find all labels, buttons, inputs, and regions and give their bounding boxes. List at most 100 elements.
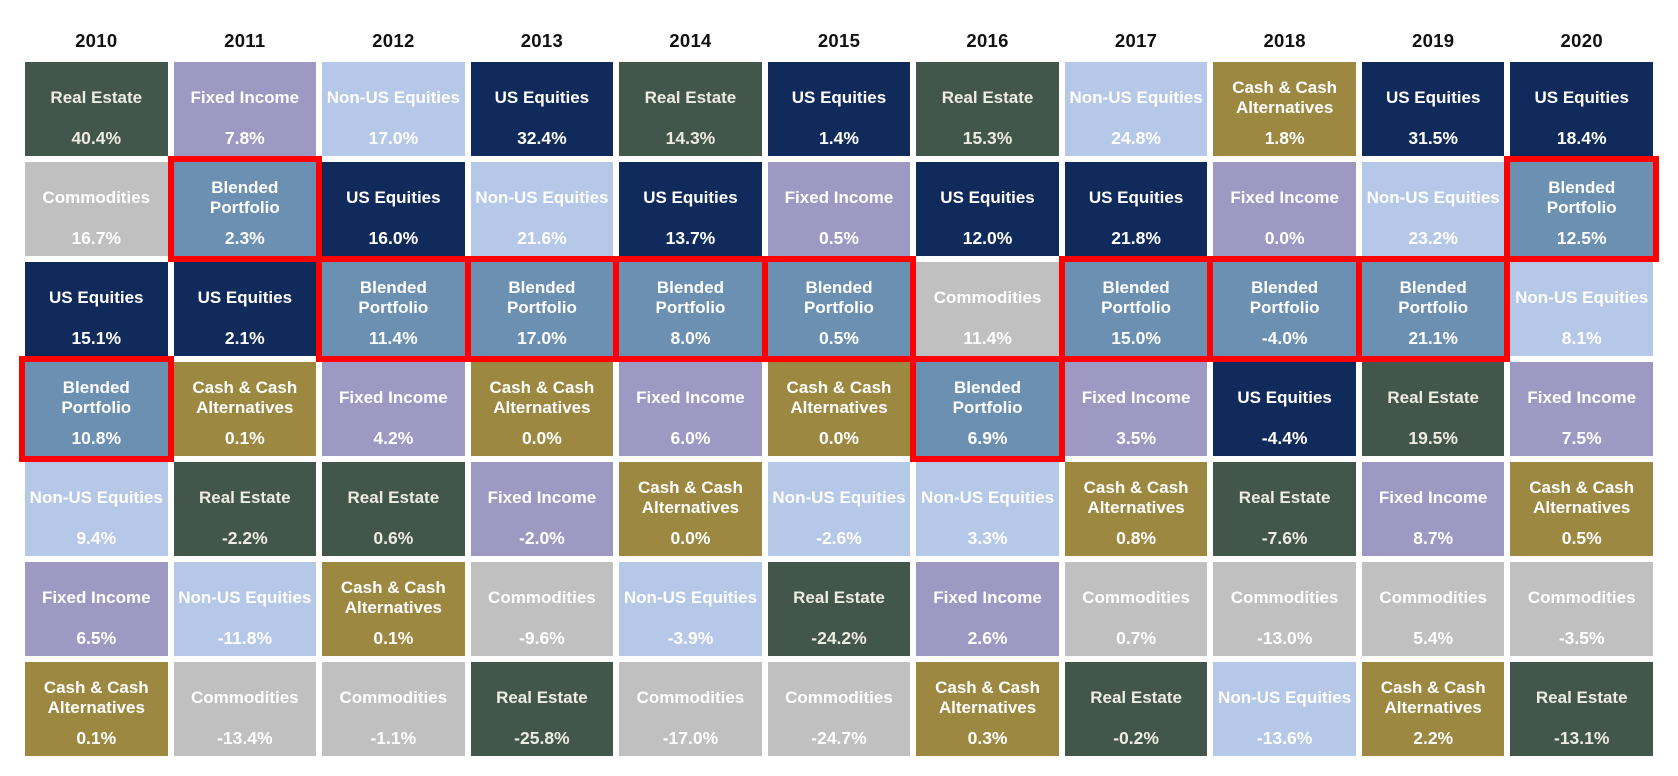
asset-return-value: 32.4% [517,127,567,148]
year-column: 2012 Non-US Equities 17.0% US Equities 16.0%… [322,26,465,756]
asset-return-value: 5.4% [1413,627,1454,648]
year-header: 2020 [1560,30,1603,51]
returns-quilt: 2010 Real Estate 40.4% Commodities 16.7% US E… [25,26,1653,756]
asset-name-label: Real Estate [793,588,885,608]
asset-return-value: 12.5% [1556,227,1607,248]
asset-name-label: Non-US Equities [623,588,758,608]
asset-return-value: 0.1% [76,727,117,748]
asset-return-value: -2.6% [816,527,862,548]
asset-return-value: 0.8% [1116,527,1157,548]
asset-cell: Real Estate -0.2% [1064,662,1208,756]
asset-cell: Commodities 16.7% [25,162,168,256]
asset-cell: US Equities 32.4% [470,62,614,156]
year-header: 2017 [1114,30,1158,51]
asset-cell: Real Estate -25.8% [470,662,614,756]
asset-return-value: -24.2% [811,627,867,648]
asset-return-value: -4.4% [1261,427,1308,448]
asset-name-label: US Equities [1088,188,1184,208]
asset-return-value: 19.5% [1408,427,1458,448]
asset-name-label: Blended Portfolio [358,278,429,318]
asset-return-value: 3.3% [967,527,1008,548]
asset-return-value: -3.9% [667,627,714,648]
asset-cell: US Equities -4.4% [1213,362,1356,456]
asset-name-label: Real Estate [198,488,291,508]
asset-cell: Non-US Equities 24.8% [1064,62,1208,156]
asset-cell: Cash & Cash Alternatives 0.0% [470,362,614,456]
asset-return-value: 18.4% [1556,127,1607,148]
asset-cell: Fixed Income 7.8% [173,62,317,156]
asset-cell: US Equities 15.1% [25,262,168,356]
asset-name-label: US Equities [643,188,738,208]
asset-return-value: 1.4% [819,127,859,148]
asset-return-value: 4.2% [373,427,414,448]
asset-return-value: 7.8% [224,127,265,148]
asset-name-label: Non-US Equities [29,488,163,508]
year-column: 2011 Fixed Income 7.8% Blended Portfolio 2.3… [173,26,317,756]
asset-return-value: 0.0% [670,527,711,548]
asset-name-label: US Equities [940,188,1035,208]
year-header: 2016 [966,30,1009,51]
asset-cell: Commodities 11.4% [916,262,1059,356]
asset-cell-highlighted: Blended Portfolio 2.3% [173,162,317,256]
asset-cell: Commodities -1.1% [322,662,465,756]
asset-cell: Fixed Income 6.0% [619,362,762,456]
asset-name-label: Fixed Income [933,588,1042,608]
asset-name-label: Commodities [1082,588,1190,608]
asset-name-label: Commodities [636,688,745,708]
asset-cell: Cash & Cash Alternatives 0.8% [1064,462,1208,556]
asset-name-label: Cash & Cash Alternatives [1083,478,1189,518]
asset-return-value: 0.7% [1116,627,1157,648]
asset-return-value: 8.7% [1413,527,1454,548]
asset-name-label: Fixed Income [190,88,300,108]
asset-return-value: -25.8% [514,727,570,748]
asset-name-label: Real Estate [1238,488,1331,508]
asset-return-value: 6.5% [76,627,117,648]
asset-name-label: Real Estate [496,688,588,708]
asset-name-label: Cash & Cash Alternatives [43,678,149,718]
asset-cell: Cash & Cash Alternatives 0.1% [25,662,168,756]
asset-return-value: 15.3% [962,127,1013,148]
asset-cell: Real Estate -7.6% [1213,462,1356,556]
asset-return-value: -3.5% [1558,627,1605,648]
asset-cell: US Equities 18.4% [1510,62,1653,156]
asset-return-value: 11.4% [369,327,418,348]
asset-cell-highlighted: Blended Portfolio -4.0% [1213,262,1356,356]
asset-name-label: Non-US Equities [920,488,1055,508]
asset-name-label: Blended Portfolio [209,178,280,218]
asset-cell: Cash & Cash Alternatives 0.3% [916,662,1059,756]
asset-cell-highlighted: Blended Portfolio 15.0% [1064,262,1208,356]
asset-name-label: Fixed Income [1081,388,1191,408]
asset-name-label: Blended Portfolio [1398,278,1469,318]
asset-cell: Commodities -3.5% [1510,562,1653,656]
asset-cell: Commodities -24.7% [767,662,911,756]
asset-return-value: -24.7% [811,727,867,748]
asset-name-label: Real Estate [1535,688,1628,708]
asset-return-value: 8.0% [670,327,711,348]
year-header: 2011 [224,30,266,51]
asset-return-value: 31.5% [1408,127,1458,148]
asset-return-value: 0.5% [819,327,859,348]
asset-cell: Commodities 0.7% [1064,562,1208,656]
asset-name-label: US Equities [791,88,887,108]
asset-name-label: Fixed Income [1230,188,1339,208]
asset-name-label: Commodities [1230,588,1339,608]
asset-name-label: Commodities [1379,588,1488,608]
asset-return-value: 21.8% [1111,227,1161,248]
year-header: 2018 [1263,30,1306,51]
asset-cell: Non-US Equities 23.2% [1361,162,1505,256]
asset-cell: Real Estate -2.2% [173,462,317,556]
asset-name-label: Non-US Equities [1218,688,1352,708]
asset-name-label: Cash & Cash Alternatives [1380,678,1486,718]
asset-cell: Commodities -13.4% [173,662,317,756]
asset-cell: Fixed Income 4.2% [322,362,465,456]
asset-name-label: Non-US Equities [326,88,460,108]
asset-cell: US Equities 21.8% [1064,162,1208,256]
asset-name-label: Non-US Equities [1515,288,1649,308]
asset-return-value: 0.1% [224,427,265,448]
year-column: 2015 US Equities 1.4% Fixed Income 0.5% Blend… [767,26,911,756]
asset-return-value: 11.4% [963,327,1012,348]
asset-cell: Fixed Income 0.5% [767,162,911,256]
asset-cell: Real Estate 19.5% [1361,362,1505,456]
asset-return-value: 21.1% [1408,327,1458,348]
